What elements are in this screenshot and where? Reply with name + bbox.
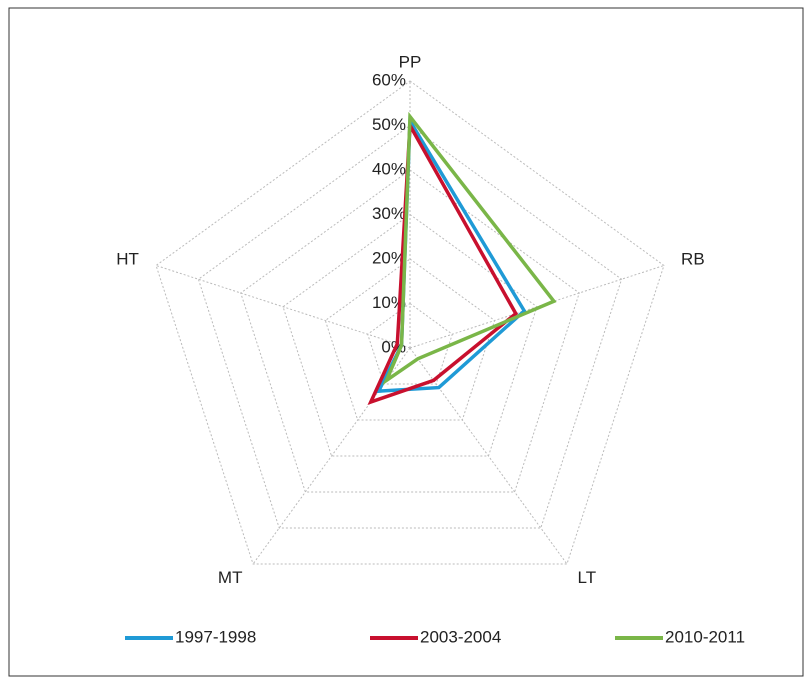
chart-frame xyxy=(8,7,804,677)
legend-label: 1997-1998 xyxy=(175,627,256,646)
y-tick-label: 60% xyxy=(372,70,406,89)
category-label: LT xyxy=(578,568,597,587)
legend-label: 2003-2004 xyxy=(420,627,501,646)
grid-line xyxy=(197,124,623,529)
y-tick-label: 30% xyxy=(372,204,406,223)
legend-label: 2010-2011 xyxy=(665,627,745,646)
category-label: RB xyxy=(681,249,705,268)
grid-line xyxy=(324,258,496,421)
grid-line xyxy=(155,80,665,565)
y-tick-label: 50% xyxy=(372,115,406,134)
series-line xyxy=(367,119,519,405)
series-line xyxy=(382,111,557,386)
axis-spoke xyxy=(155,265,411,349)
y-tick-label: 20% xyxy=(372,248,406,267)
grid-line xyxy=(367,302,453,385)
grid-line xyxy=(282,213,538,457)
axis-spoke xyxy=(409,347,568,565)
category-label: MT xyxy=(218,568,243,587)
category-label: HT xyxy=(116,249,139,268)
y-tick-label: 10% xyxy=(372,293,406,312)
y-tick-label: 40% xyxy=(372,159,406,178)
category-label: PP xyxy=(399,52,422,71)
